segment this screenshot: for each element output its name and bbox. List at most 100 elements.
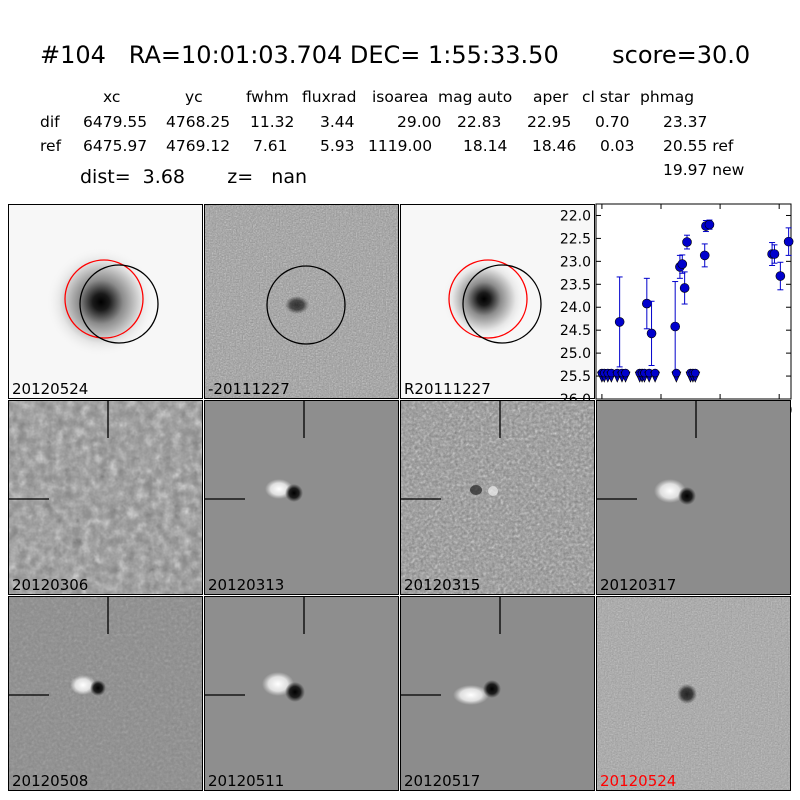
data-point bbox=[783, 236, 794, 247]
upper-limit-marker bbox=[687, 371, 698, 383]
stamp-cutout: 20120315 bbox=[400, 400, 595, 595]
stamp-label: R20111227 bbox=[404, 380, 491, 398]
stamp-reference-image: R20111227 bbox=[400, 204, 595, 399]
upper-limit-marker bbox=[688, 368, 698, 378]
col-header-fluxrad: fluxrad bbox=[302, 88, 357, 106]
dif-row-label: dif bbox=[40, 113, 60, 131]
upper-limit-marker bbox=[672, 368, 681, 378]
upper-limit-marker bbox=[686, 368, 695, 378]
col-header-yc: yc bbox=[185, 88, 203, 106]
upper-limit-marker bbox=[612, 368, 622, 378]
stamp-label: 20120313 bbox=[208, 576, 285, 594]
dif-aper: 22.95 bbox=[527, 113, 572, 131]
dif-isoarea: 29.00 bbox=[397, 113, 442, 131]
upper-limit-marker bbox=[650, 368, 660, 378]
dif-cl-star: 0.70 bbox=[595, 113, 630, 131]
upper-limit-marker bbox=[606, 371, 617, 383]
upper-limit-marker bbox=[671, 371, 682, 383]
dif-fluxrad: 3.44 bbox=[320, 113, 355, 131]
data-point bbox=[704, 219, 715, 230]
upper-limit-marker bbox=[617, 368, 627, 378]
upper-limit-marker bbox=[635, 368, 645, 378]
black-aperture-circle bbox=[79, 264, 159, 344]
stamp-label: 20120524 bbox=[12, 380, 89, 398]
ref-fwhm: 7.61 bbox=[253, 137, 288, 155]
data-point bbox=[775, 271, 786, 281]
stamp-label: 20120511 bbox=[208, 772, 285, 790]
stamp-cutout: 20120317 bbox=[596, 400, 791, 595]
stamp-label: 20120508 bbox=[12, 772, 89, 790]
dif-phmag: 23.37 bbox=[663, 113, 708, 131]
dif-yc: 4768.25 bbox=[166, 113, 231, 131]
upper-limit-marker bbox=[644, 368, 654, 378]
data-point bbox=[699, 250, 710, 261]
stamp-label: 20120306 bbox=[12, 576, 89, 594]
col-header-aper: aper bbox=[533, 88, 569, 106]
col-header-cl-star: cl star bbox=[582, 88, 630, 106]
data-point bbox=[670, 321, 680, 332]
plot-area bbox=[595, 203, 792, 400]
upper-limit-marker bbox=[602, 371, 613, 383]
stamp-cutout: 20120508 bbox=[8, 596, 203, 791]
upper-limit-marker bbox=[617, 371, 627, 383]
data-point bbox=[682, 237, 692, 247]
ref-aper: 18.46 bbox=[532, 137, 577, 155]
upper-limit-marker bbox=[640, 368, 649, 378]
upper-limit-marker bbox=[685, 371, 696, 383]
upper-limit-marker bbox=[620, 371, 631, 383]
red-aperture-circle bbox=[448, 259, 528, 339]
stamp-label-highlight: 20120524 bbox=[600, 772, 677, 790]
data-point bbox=[646, 328, 657, 339]
ref-isoarea: 1119.00 bbox=[368, 137, 433, 155]
upper-limit-marker bbox=[690, 368, 700, 378]
upper-limit-marker bbox=[612, 371, 623, 383]
upper-limit-marker bbox=[637, 371, 648, 383]
stamp-cutout: 20120306 bbox=[8, 400, 203, 595]
dif-xc: 6479.55 bbox=[83, 113, 148, 131]
page-title: #104 RA=10:01:03.704 DEC= 1:55:33.50 sco… bbox=[40, 41, 751, 69]
stamp-label: -20111227 bbox=[208, 380, 290, 398]
stamp-label: 20120517 bbox=[404, 772, 481, 790]
data-point bbox=[614, 317, 625, 327]
upper-limit-marker bbox=[597, 368, 607, 378]
stamp-difference-latest: 20120524 bbox=[596, 596, 791, 791]
red-aperture-circle bbox=[64, 259, 144, 339]
ref-mag-auto: 18.14 bbox=[463, 137, 508, 155]
dist-z-text: dist= 3.68 z= nan bbox=[80, 166, 308, 188]
ref-fluxrad: 5.93 bbox=[320, 137, 355, 155]
black-aperture-circle bbox=[462, 264, 542, 344]
upper-limit-marker bbox=[621, 368, 630, 378]
stamp-new-image: 20120524 bbox=[8, 204, 203, 399]
stamp-cutout: 20120313 bbox=[204, 400, 399, 595]
upper-limit-marker bbox=[639, 371, 650, 383]
dif-mag-auto: 22.83 bbox=[457, 113, 502, 131]
upper-limit-marker bbox=[599, 371, 610, 383]
upper-limit-marker bbox=[596, 371, 607, 383]
upper-limit-marker bbox=[603, 368, 613, 378]
data-point bbox=[701, 221, 711, 231]
ref-cl-star: 0.03 bbox=[600, 137, 635, 155]
upper-limit-marker bbox=[634, 371, 645, 383]
upper-limit-marker bbox=[607, 368, 616, 378]
upper-limit-marker bbox=[650, 371, 661, 383]
data-point bbox=[769, 249, 780, 259]
data-point bbox=[642, 298, 652, 309]
ref-phmag: 20.55 ref bbox=[663, 137, 734, 155]
stamp-difference-image: -20111227 bbox=[204, 204, 399, 399]
data-point bbox=[767, 249, 777, 259]
data-point bbox=[677, 259, 688, 269]
new-phmag: 19.97 new bbox=[663, 161, 745, 179]
stamp-label: 20120317 bbox=[600, 576, 677, 594]
col-header-mag-auto: mag auto bbox=[438, 88, 513, 106]
data-point bbox=[675, 262, 685, 272]
upper-limit-marker bbox=[644, 371, 655, 383]
stamp-cutout: 20120517 bbox=[400, 596, 595, 791]
col-header-phmag: phmag bbox=[640, 88, 695, 106]
black-aperture-circle bbox=[266, 265, 346, 345]
data-point bbox=[679, 283, 690, 293]
upper-limit-marker bbox=[690, 371, 701, 383]
ref-xc: 6475.97 bbox=[83, 137, 148, 155]
upper-limit-marker bbox=[637, 368, 647, 378]
upper-limit-marker bbox=[599, 368, 609, 378]
col-header-isoarea: isoarea bbox=[372, 88, 429, 106]
